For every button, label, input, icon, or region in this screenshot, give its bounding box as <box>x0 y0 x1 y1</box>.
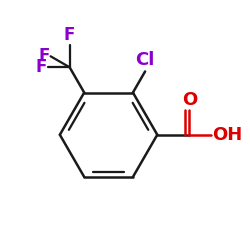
Text: F: F <box>35 58 46 76</box>
Text: F: F <box>64 26 75 44</box>
Text: Cl: Cl <box>136 51 155 69</box>
Text: OH: OH <box>212 126 242 144</box>
Text: O: O <box>182 91 198 109</box>
Text: F: F <box>38 47 50 65</box>
